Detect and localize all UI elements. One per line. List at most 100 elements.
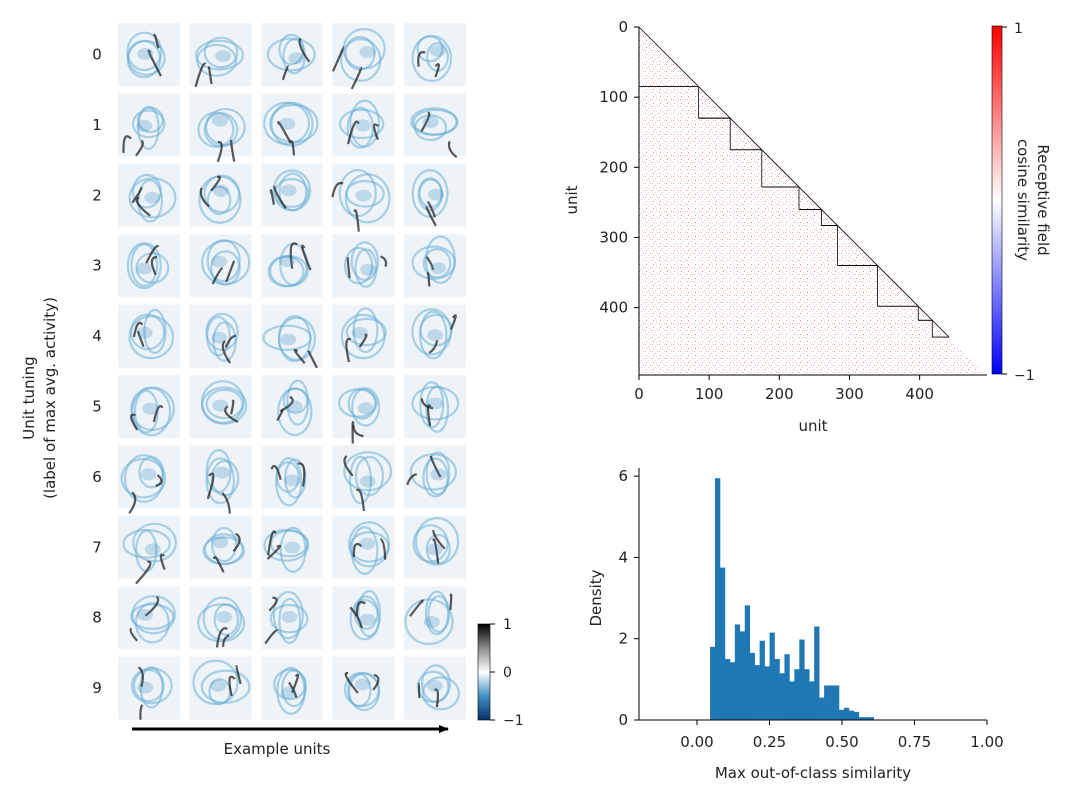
diagonal-line (638, 26, 950, 338)
grid-colorbar-tick-label: 0 (503, 665, 512, 681)
grid-colorbar-tick-label: 1 (503, 617, 512, 633)
histogram-bar (779, 673, 785, 720)
receptive-field-tile (261, 23, 323, 86)
hist-xtick-label: 1.00 (970, 733, 1003, 751)
matrix-colorbar-tick-label: −1 (1014, 368, 1035, 384)
receptive-field-tile (332, 445, 395, 512)
receptive-field-tile (404, 445, 466, 509)
receptive-field-tile (189, 93, 252, 163)
receptive-field-tile (189, 445, 252, 514)
receptive-field-tile (261, 375, 323, 438)
class-block-staircase (638, 26, 950, 338)
receptive-field-tile (118, 23, 180, 86)
row-label: 3 (92, 257, 102, 275)
receptive-field-tile (118, 93, 180, 157)
histogram-bar (774, 659, 780, 720)
receptive-field-tile (261, 656, 323, 720)
row-label: 9 (92, 679, 102, 697)
matrix-xtick-label: 300 (835, 385, 864, 403)
receptive-field-tile (404, 93, 466, 158)
receptive-field-tile (404, 586, 466, 650)
receptive-field-tile (404, 163, 466, 227)
matrix-ytick-label: 100 (599, 88, 628, 106)
matrix-ytick-label: 400 (599, 299, 628, 317)
receptive-field-tile (331, 163, 395, 232)
receptive-field-tile (261, 445, 323, 509)
histogram-bar (858, 717, 865, 720)
row-label: 2 (92, 186, 102, 204)
hist-ytick-label: 4 (618, 548, 628, 566)
receptive-field-tile (189, 234, 252, 298)
receptive-field-tile (261, 515, 323, 579)
histogram-bar (834, 685, 840, 720)
histogram-panel: 0.00 0.25 0.50 0.75 1.00 0 2 4 6 Max out-of-clas… (587, 467, 1004, 782)
hist-xlabel: Max out-of-class similarity (715, 764, 911, 782)
grid-colorbar (477, 623, 491, 721)
receptive-field-tile (261, 93, 323, 157)
histogram-bar (838, 709, 845, 720)
receptive-field-tile (118, 656, 180, 720)
row-label: 1 (92, 116, 102, 134)
grid-colorbar-tick-label: −1 (503, 713, 524, 729)
matrix-colorbar-label-line1: Receptive field (1034, 144, 1052, 255)
row-label: 4 (92, 327, 102, 345)
histogram-bar (759, 640, 765, 720)
matrix-colorbar (991, 25, 1003, 375)
histogram-bar (739, 631, 746, 720)
histogram-bar (853, 711, 860, 720)
matrix-colorbar-tick-label: 1 (1014, 21, 1023, 37)
hist-xtick-label: 0.75 (898, 733, 931, 751)
matrix-ytick-label: 0 (618, 18, 628, 36)
row-labels: 0 1 2 3 4 5 6 7 8 9 (92, 46, 102, 698)
matrix-xlabel: unit (798, 417, 827, 435)
histogram-bar (804, 669, 810, 720)
histogram-bar (715, 478, 721, 720)
receptive-field-tile (404, 234, 466, 298)
matrix-colorbar-ticks: 1 −1 (1002, 21, 1035, 384)
row-label: 7 (92, 538, 102, 556)
receptive-field-tile (118, 515, 180, 585)
receptive-field-tile (118, 586, 180, 650)
hist-ylabel: Density (587, 569, 605, 626)
histogram-bar (799, 639, 805, 720)
histogram-bar (744, 605, 751, 720)
matrix-axes: 0 0 100 100 200 200 300 300 400 400 (599, 18, 987, 403)
receptive-field-tile (118, 445, 180, 514)
histogram-bar (863, 717, 870, 720)
histogram-bar (719, 567, 726, 720)
histogram-bar (710, 646, 716, 720)
histogram-bar (724, 659, 731, 720)
receptive-field-tile (404, 304, 466, 368)
receptive-field-tile (332, 304, 395, 368)
receptive-field-tile (404, 375, 466, 438)
histogram-bar (734, 624, 741, 720)
matrix-colorbar-label-line2: cosine similarity (1014, 139, 1032, 261)
receptive-field-tile (261, 163, 323, 227)
receptive-field-tile (189, 23, 252, 88)
matrix-ytick-label: 300 (599, 228, 628, 246)
matrix-xtick-label: 400 (905, 385, 934, 403)
receptive-field-tile (332, 656, 395, 720)
hist-ytick-label: 0 (618, 711, 628, 729)
hist-ytick-label: 6 (618, 467, 628, 485)
receptive-field-tile (331, 23, 395, 90)
hist-xtick-label: 0.00 (680, 733, 713, 751)
histogram-bar (819, 697, 825, 720)
receptive-field-grid (118, 23, 466, 720)
matrix-ytick-label: 200 (599, 158, 628, 176)
receptive-field-tile (189, 163, 252, 227)
receptive-field-tile (404, 23, 466, 86)
histogram-bar (809, 681, 815, 720)
receptive-field-tile (189, 586, 252, 650)
matrix-xtick-label: 200 (765, 385, 794, 403)
histogram-bar (754, 665, 760, 720)
receptive-field-tile (118, 375, 180, 438)
receptive-field-tile (332, 586, 395, 650)
grid-colorbar-ticks: 1 0 −1 (490, 617, 524, 729)
histogram-bar (794, 669, 800, 720)
matrix-xtick-label: 100 (695, 385, 724, 403)
receptive-field-tile (261, 234, 323, 298)
receptive-field-tile (118, 234, 180, 298)
grid-ylabel-line2: (label of max avg. activity) (41, 297, 59, 499)
